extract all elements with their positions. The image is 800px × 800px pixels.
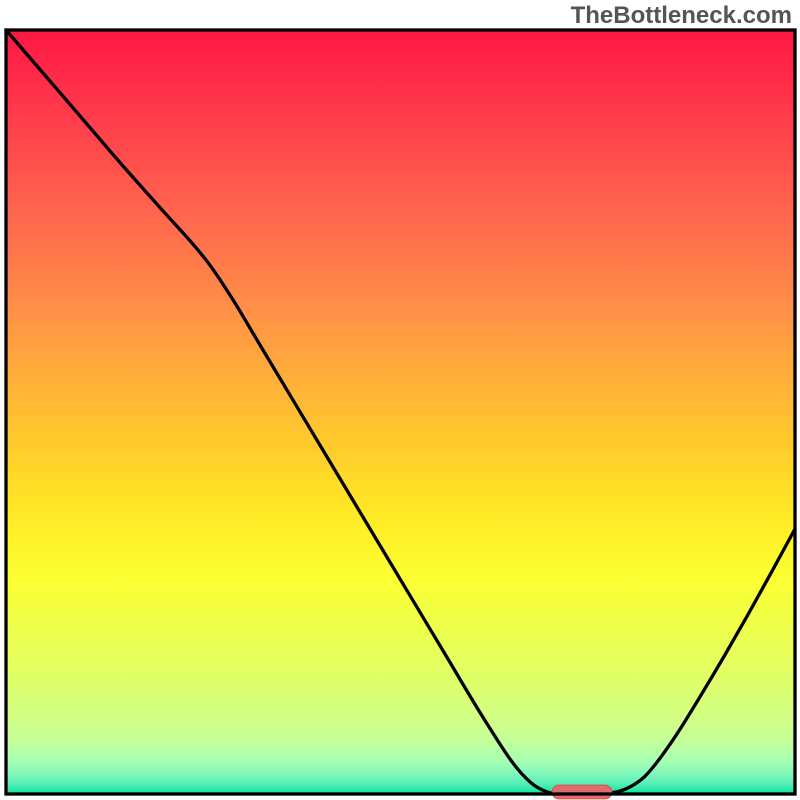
optimal-range-marker xyxy=(552,785,612,799)
watermark-text: TheBottleneck.com xyxy=(571,2,792,30)
gradient-background xyxy=(6,30,795,794)
bottleneck-chart xyxy=(0,0,800,800)
chart-container: TheBottleneck.com xyxy=(0,0,800,800)
